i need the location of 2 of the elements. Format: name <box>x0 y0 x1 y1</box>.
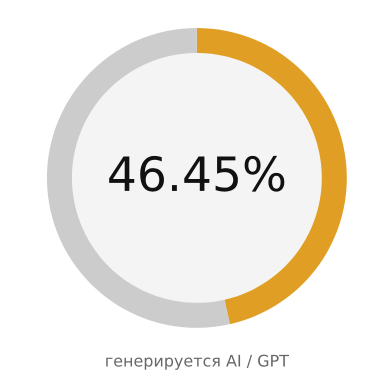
text: генерируется AI / GPT <box>106 354 289 370</box>
data-label: 46.45% <box>109 156 284 192</box>
